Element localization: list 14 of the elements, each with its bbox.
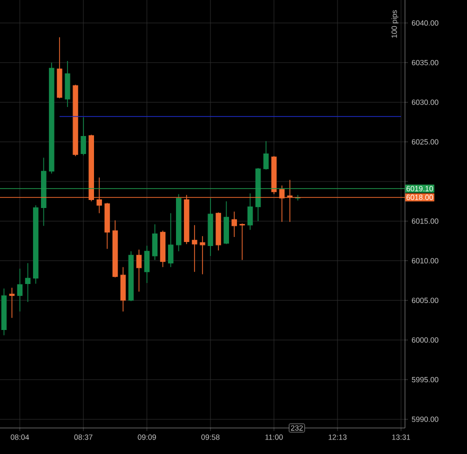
candlestick (247, 192, 253, 230)
candlestick (136, 249, 142, 292)
candlestick (17, 268, 23, 312)
candlestick (232, 211, 237, 238)
candlestick (80, 116, 86, 156)
candlestick (200, 236, 206, 275)
candlestick (192, 224, 198, 272)
candlestick (9, 287, 15, 318)
candlestick (240, 223, 245, 260)
candlestick (168, 212, 174, 268)
candlestick (144, 245, 150, 284)
candlestick (263, 140, 269, 170)
candlestick (25, 262, 30, 302)
candlestick (152, 224, 158, 260)
